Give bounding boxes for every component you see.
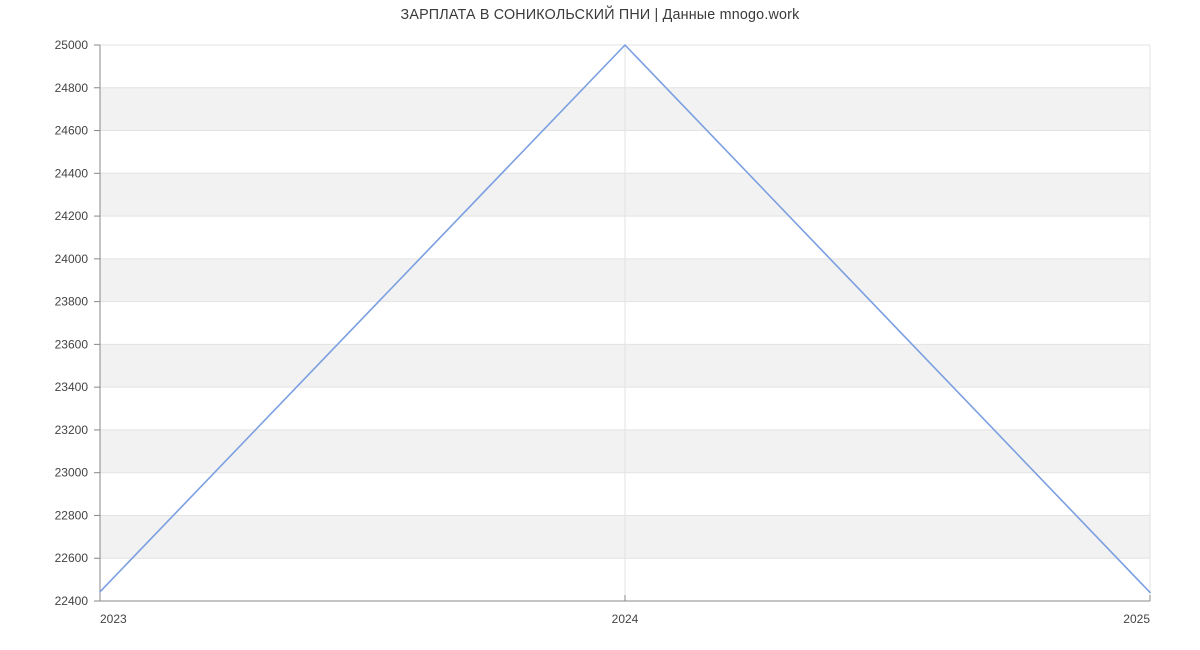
svg-text:23600: 23600 xyxy=(55,337,89,351)
svg-text:23200: 23200 xyxy=(55,423,89,437)
svg-text:2024: 2024 xyxy=(612,612,639,626)
svg-text:24800: 24800 xyxy=(55,81,89,95)
svg-text:24600: 24600 xyxy=(55,124,89,138)
svg-text:24000: 24000 xyxy=(55,252,89,266)
svg-text:23400: 23400 xyxy=(55,380,89,394)
svg-text:2025: 2025 xyxy=(1123,612,1150,626)
svg-text:24200: 24200 xyxy=(55,209,89,223)
svg-text:23000: 23000 xyxy=(55,466,89,480)
svg-text:22800: 22800 xyxy=(55,508,89,522)
svg-text:23800: 23800 xyxy=(55,295,89,309)
svg-text:2023: 2023 xyxy=(100,612,127,626)
svg-text:22400: 22400 xyxy=(55,594,89,608)
svg-text:24400: 24400 xyxy=(55,166,89,180)
svg-text:22600: 22600 xyxy=(55,551,89,565)
svg-text:25000: 25000 xyxy=(55,38,89,52)
